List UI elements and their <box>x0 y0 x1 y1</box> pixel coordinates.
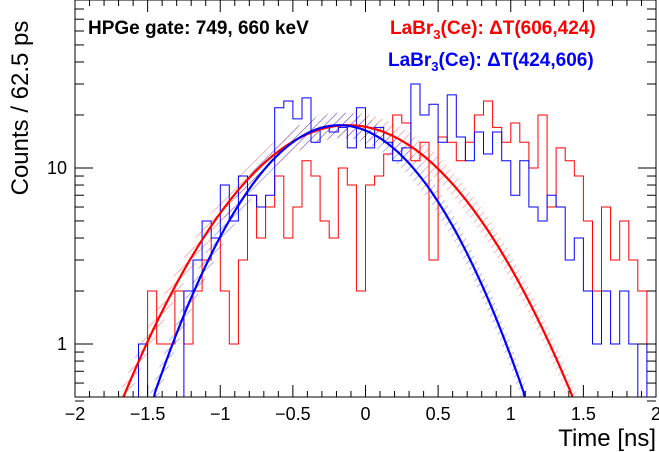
y-tick-label: 1 <box>57 334 67 354</box>
histogram-series <box>138 100 656 397</box>
x-tick-label: 1 <box>506 404 516 424</box>
fit-band <box>149 112 529 397</box>
y-axis-title: Counts / 62.5 ps <box>7 21 34 196</box>
legend-blue: LaBr3(Ce): ΔT(424,606) <box>388 50 594 74</box>
fit-curve <box>153 124 526 397</box>
legend-red: LaBr3(Ce): ΔT(606,424) <box>390 18 596 42</box>
x-tick-label: 0.5 <box>426 404 451 424</box>
x-tick-label: 0 <box>360 404 370 424</box>
fit-band <box>118 112 578 397</box>
x-tick-label: −1.5 <box>130 404 166 424</box>
x-axis-title: Time [ns] <box>558 425 656 452</box>
y-tick-label: 10 <box>47 158 67 178</box>
x-tick-label: 2 <box>651 404 659 424</box>
x-tick-label: −0.5 <box>275 404 311 424</box>
x-tick-label: 1.5 <box>571 404 596 424</box>
x-tick-label: −2 <box>65 404 86 424</box>
x-tick-label: −1 <box>210 404 231 424</box>
annotation-text: HPGe gate: 749, 660 keV <box>88 18 309 39</box>
